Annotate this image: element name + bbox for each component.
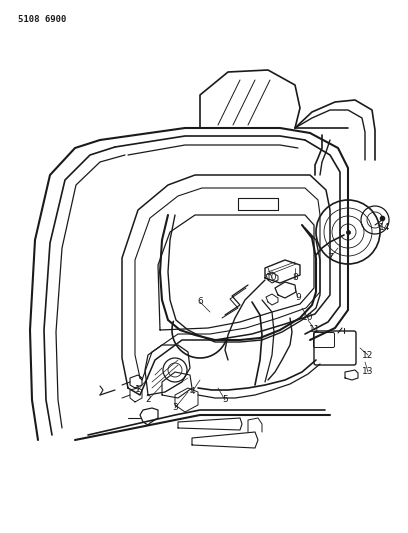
Text: 13: 13 — [362, 367, 374, 376]
Text: 8: 8 — [292, 273, 298, 282]
Text: 9: 9 — [295, 294, 301, 303]
Text: 10: 10 — [266, 273, 278, 282]
Text: 12: 12 — [362, 351, 374, 359]
Text: 7: 7 — [327, 254, 333, 262]
Text: 5: 5 — [222, 395, 228, 405]
Text: 5108 6900: 5108 6900 — [18, 15, 67, 24]
Text: 11: 11 — [309, 326, 321, 335]
Text: 4: 4 — [189, 387, 195, 397]
Text: 2: 2 — [145, 395, 151, 405]
Text: 6: 6 — [197, 297, 203, 306]
Text: 14: 14 — [379, 223, 391, 232]
Text: 10: 10 — [302, 313, 314, 322]
Text: 3: 3 — [172, 403, 178, 413]
Text: 1: 1 — [135, 385, 141, 394]
